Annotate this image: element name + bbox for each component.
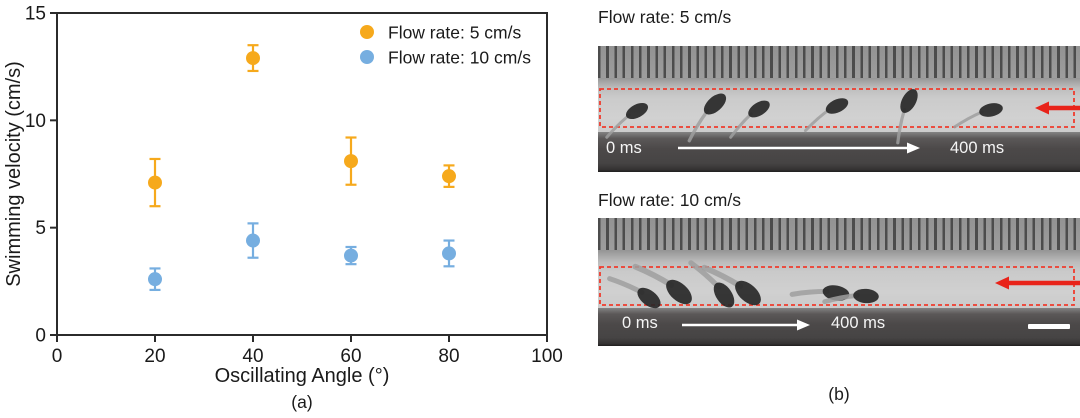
panel-a-caption: (a) bbox=[291, 392, 312, 412]
swimmer bbox=[803, 98, 849, 133]
time-end-label: 400 ms bbox=[950, 139, 1005, 157]
swimmer-body bbox=[979, 103, 1003, 117]
data-point-series1-x20 bbox=[148, 272, 162, 287]
scale-bar bbox=[1028, 324, 1070, 329]
flow-arrow-head bbox=[1035, 101, 1049, 115]
x-axis-label: Oscillating Angle (°) bbox=[215, 365, 390, 387]
strip-1-annotations bbox=[599, 88, 1080, 154]
legend-label: Flow rate: 5 cm/s bbox=[388, 23, 521, 43]
swimmer-body bbox=[637, 287, 661, 309]
swimmer bbox=[953, 103, 1003, 129]
micrograph-strip-5cms: 0 ms 400 ms bbox=[598, 46, 1080, 172]
swimmer bbox=[688, 260, 735, 308]
timeline-band: 0 ms 400 ms bbox=[598, 308, 1080, 346]
legend-label: Flow rate: 10 cm/s bbox=[388, 48, 531, 68]
swimmer-body bbox=[625, 102, 649, 120]
swimmer bbox=[729, 100, 770, 139]
micrograph-strip-10cms: 0 ms 400 ms bbox=[598, 218, 1080, 346]
swimmer-body bbox=[735, 280, 761, 306]
plot-frame bbox=[56, 12, 548, 336]
data-point-series0-x40 bbox=[246, 51, 260, 66]
swimmer bbox=[701, 264, 761, 306]
time-arrow-head bbox=[797, 319, 810, 331]
panel-a-chart: 0 20 40 60 80 100 0 5 10 15 Oscillating Angle (°) S… bbox=[3, 4, 563, 413]
swimmer bbox=[896, 89, 918, 145]
swimmer-body bbox=[825, 98, 849, 114]
channel-ruler-teeth bbox=[598, 218, 1080, 250]
data-point-series1-x40 bbox=[246, 233, 260, 248]
y-tick-label: 15 bbox=[25, 4, 46, 25]
x-tick-label: 20 bbox=[144, 346, 165, 367]
swimmer-tail bbox=[789, 288, 830, 297]
x-tick-label: 0 bbox=[52, 346, 63, 367]
y-axis-label: Swimming velocity (cm/s) bbox=[3, 61, 25, 287]
panel-b-micrographs: Flow rate: 5 cm/s 0 ms 400 ms Flow rate:… bbox=[598, 0, 1080, 418]
strip-2-annotations bbox=[599, 260, 1080, 331]
swimmer-body bbox=[748, 100, 770, 118]
time-end-label: 400 ms bbox=[831, 314, 886, 332]
swimmer bbox=[632, 263, 692, 305]
velocity-scatter-chart: 0 20 40 60 80 100 0 5 10 15 Oscillating Angle (°) S… bbox=[3, 4, 563, 413]
data-point-series1-x80 bbox=[442, 246, 456, 261]
swimmer-tail bbox=[632, 263, 675, 288]
x-tick-label: 80 bbox=[438, 346, 459, 367]
x-tick-label: 40 bbox=[242, 346, 263, 367]
tracking-box bbox=[599, 266, 1075, 306]
channel-ruler-teeth bbox=[598, 46, 1080, 78]
y-tick-label: 5 bbox=[35, 218, 46, 239]
data-point-series0-x80 bbox=[442, 169, 456, 184]
swimmer-body bbox=[853, 288, 879, 304]
legend-marker bbox=[360, 25, 374, 39]
panel-b-caption: (b) bbox=[828, 384, 850, 404]
swimmer-body bbox=[713, 282, 735, 308]
flow-arrow-head bbox=[995, 276, 1009, 290]
swimmer bbox=[687, 93, 727, 143]
swimmer-tail bbox=[605, 113, 631, 139]
data-point-series0-x20 bbox=[148, 175, 162, 190]
swimmer-tail bbox=[953, 110, 984, 129]
swimmer bbox=[822, 288, 879, 305]
swimmer bbox=[607, 276, 661, 309]
swimmer-tail bbox=[607, 276, 645, 295]
timeline-band: 0 ms 400 ms bbox=[598, 132, 1080, 172]
time-start-label: 0 ms bbox=[606, 139, 642, 157]
time-arrow-head bbox=[907, 142, 920, 154]
x-tick-label: 100 bbox=[531, 346, 563, 367]
strip-2-title: Flow rate: 10 cm/s bbox=[598, 190, 741, 210]
x-tick-label: 60 bbox=[340, 346, 361, 367]
data-point-series0-x60 bbox=[344, 154, 358, 169]
swimmer-body bbox=[900, 89, 918, 113]
y-tick-label: 10 bbox=[25, 111, 46, 132]
swimmer-body bbox=[666, 279, 692, 305]
swimmer-body bbox=[703, 93, 727, 115]
swimmer-tail bbox=[729, 112, 753, 139]
swimmer bbox=[789, 285, 850, 301]
y-tick-label: 0 bbox=[35, 326, 46, 347]
strip-1-title: Flow rate: 5 cm/s bbox=[598, 7, 732, 27]
time-start-label: 0 ms bbox=[622, 314, 658, 332]
swimmer bbox=[605, 102, 649, 139]
legend-marker bbox=[360, 50, 374, 64]
data-point-series1-x60 bbox=[344, 248, 358, 263]
swimmer-tail bbox=[687, 109, 710, 143]
